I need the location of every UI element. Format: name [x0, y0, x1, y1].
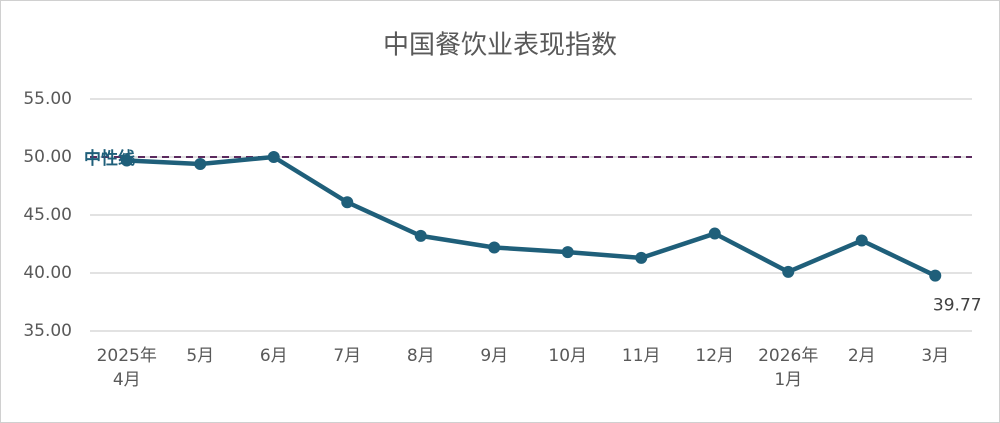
point — [855, 234, 868, 247]
point — [414, 229, 427, 242]
x-tick-label: 5月 — [186, 346, 215, 366]
x-tick-label: 7月 — [333, 346, 362, 366]
x-tick-label: 11月 — [621, 346, 661, 366]
point — [120, 154, 133, 167]
point — [708, 227, 721, 240]
x-tick-label: 2026年 1月 — [758, 346, 819, 390]
x-tick-label: 10月 — [548, 346, 588, 366]
x-tick-label: 2025年 4月 — [96, 346, 157, 390]
point — [194, 157, 207, 170]
point — [488, 241, 501, 254]
point — [561, 246, 574, 259]
y-tick-label: 55.00 — [23, 89, 72, 109]
y-tick-label: 40.00 — [23, 263, 72, 283]
point — [782, 265, 795, 278]
x-tick-label: 9月 — [480, 346, 509, 366]
data-label: 39.77 — [933, 296, 982, 316]
y-tick-label: 35.00 — [23, 321, 72, 341]
x-tick-label: 3月 — [921, 346, 950, 366]
x-tick-label: 6月 — [259, 346, 288, 366]
x-tick-label: 8月 — [406, 346, 435, 366]
chart-title: 中国餐饮业表现指数 — [383, 31, 617, 61]
point — [267, 151, 280, 163]
x-tick-label: 2月 — [847, 346, 876, 366]
y-tick-label: 50.00 — [23, 147, 72, 167]
x-tick-label: 12月 — [695, 346, 735, 366]
point — [635, 251, 648, 264]
y-tick-label: 45.00 — [23, 205, 72, 225]
line — [126, 154, 937, 278]
point — [929, 269, 942, 282]
reference-label: 中性线 — [84, 148, 135, 169]
point — [341, 196, 354, 209]
